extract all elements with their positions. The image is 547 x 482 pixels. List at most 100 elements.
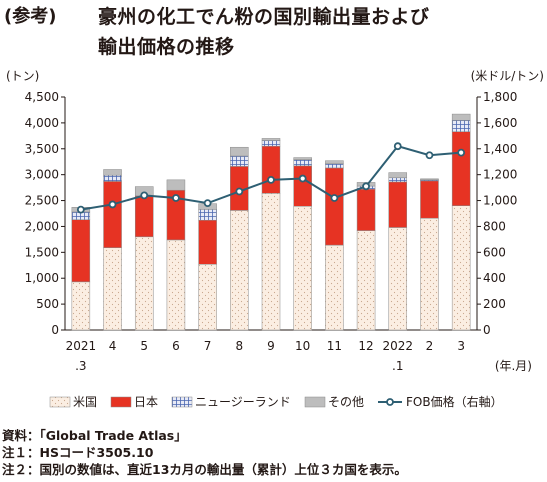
x-tick-label: 4 bbox=[109, 339, 117, 353]
x-tick-label: 2022 bbox=[382, 339, 413, 353]
fob-price-point bbox=[457, 148, 466, 157]
x-tick-label: 10 bbox=[295, 339, 310, 353]
bar-other bbox=[230, 146, 249, 157]
y-tick-label-left: 2,500 bbox=[25, 194, 59, 208]
bar-usa bbox=[420, 217, 439, 331]
notes: 資料：「Global Trade Atlas」 注１：HSコード3505.10 … bbox=[2, 427, 407, 478]
fob-price-point bbox=[362, 182, 370, 191]
y-tick-label-left: 1,000 bbox=[25, 271, 59, 285]
bar-nz bbox=[293, 159, 312, 167]
legend-nz-swatch bbox=[171, 396, 193, 408]
bar-japan bbox=[103, 181, 122, 248]
x-tick-label: 9 bbox=[267, 339, 275, 353]
bar-usa bbox=[134, 236, 154, 331]
y-tick-label-right: 1,600 bbox=[483, 116, 517, 130]
note-2: 注２：国別の数値は、直近13カ月の輸出量（累計）上位３カ国を表示。 bbox=[2, 462, 407, 477]
bar-japan bbox=[388, 181, 408, 228]
fob-price-point bbox=[330, 194, 339, 202]
bar-nz bbox=[451, 120, 471, 132]
x-tick-sublabel: .1 bbox=[392, 359, 403, 373]
bar-other bbox=[388, 172, 408, 179]
bar-other bbox=[103, 169, 122, 176]
y-tick-label-right: 1,000 bbox=[483, 194, 517, 208]
bar-usa bbox=[230, 210, 249, 331]
legend-usa-swatch bbox=[49, 396, 71, 408]
legend-japan-swatch bbox=[110, 396, 132, 408]
x-tick-label: 2021 bbox=[66, 339, 97, 353]
legend-nz-label: ニュージーランド bbox=[195, 395, 291, 409]
y-tick-label-left: 4,500 bbox=[25, 90, 59, 104]
legend-other-label: その他 bbox=[328, 395, 364, 409]
chart-title-line2: 輸出価格の推移 bbox=[98, 36, 235, 58]
bar-usa bbox=[451, 205, 471, 331]
y-tick-label-right: 200 bbox=[483, 297, 506, 311]
bar-japan bbox=[198, 219, 217, 265]
y-tick-label-left: 2,000 bbox=[25, 219, 59, 233]
x-tick-label: 2 bbox=[426, 339, 434, 353]
bar-other bbox=[325, 160, 344, 165]
bar-usa bbox=[103, 247, 122, 331]
y-tick-label-right: 0 bbox=[483, 323, 491, 337]
fob-price-point bbox=[140, 191, 149, 200]
y-tick-label-right: 1,400 bbox=[483, 142, 517, 156]
bar-other bbox=[451, 113, 471, 121]
fob-price-point bbox=[172, 194, 180, 202]
y-tick-label-left: 1,500 bbox=[25, 245, 59, 259]
bar-japan bbox=[356, 188, 376, 231]
y-tick-label-left: 0 bbox=[51, 323, 59, 337]
note-1: 注１：HSコード3505.10 bbox=[2, 445, 154, 460]
bar-usa bbox=[198, 263, 217, 331]
bar-usa bbox=[261, 193, 281, 331]
y-tick-label-right: 1,200 bbox=[483, 168, 517, 182]
legend-usa-label: 米国 bbox=[73, 395, 97, 409]
bar-nz bbox=[388, 177, 408, 183]
bar-japan bbox=[325, 167, 344, 246]
bar-other bbox=[293, 157, 312, 160]
bar-other bbox=[420, 178, 439, 181]
y-axis-title-right: (米ドル/トン) bbox=[471, 69, 544, 83]
source-note: 資料：「Global Trade Atlas」 bbox=[2, 428, 187, 443]
fob-price-point bbox=[235, 187, 244, 196]
y-axis-title-left: (トン) bbox=[6, 69, 39, 83]
x-tick-label: 7 bbox=[204, 339, 212, 353]
fob-price-point bbox=[393, 142, 402, 151]
x-tick-sublabel: .3 bbox=[75, 359, 86, 373]
fob-price-point bbox=[76, 205, 85, 214]
y-tick-label-left: 3,000 bbox=[25, 168, 59, 182]
fob-price-point bbox=[267, 175, 275, 184]
bar-usa bbox=[325, 244, 344, 331]
bar-other bbox=[166, 179, 186, 191]
x-tick-label: 5 bbox=[140, 339, 148, 353]
bar-usa bbox=[356, 230, 376, 331]
fob-price-point bbox=[203, 199, 212, 208]
bar-usa bbox=[293, 206, 312, 331]
bar-usa bbox=[388, 227, 408, 331]
y-tick-label-right: 800 bbox=[483, 219, 506, 233]
fob-price-point bbox=[298, 174, 307, 183]
x-tick-label: 3 bbox=[457, 339, 465, 353]
x-tick-label: 12 bbox=[358, 339, 373, 353]
x-tick-label: 6 bbox=[172, 339, 180, 353]
bar-nz bbox=[103, 174, 122, 182]
y-tick-label-left: 4,000 bbox=[25, 116, 59, 130]
bar-nz bbox=[198, 209, 217, 221]
legend-other-swatch bbox=[304, 396, 326, 408]
bar-japan bbox=[293, 165, 312, 207]
bar-usa bbox=[166, 239, 186, 331]
bar-japan bbox=[420, 180, 439, 219]
bar-japan bbox=[134, 195, 154, 238]
bar-nz bbox=[230, 155, 249, 167]
fob-price-point bbox=[108, 200, 117, 209]
bar-usa bbox=[71, 281, 91, 331]
fob-price-point bbox=[425, 151, 434, 160]
title-prefix: (参考) bbox=[4, 6, 57, 27]
x-tick-label: 8 bbox=[235, 339, 243, 353]
y-tick-label-left: 3,500 bbox=[25, 142, 59, 156]
bar-japan bbox=[451, 131, 471, 206]
chart-title-line1: 豪州の化工でん粉の国別輸出量および bbox=[98, 6, 430, 28]
legend-fob-marker bbox=[386, 398, 394, 406]
y-tick-label-right: 400 bbox=[483, 271, 506, 285]
y-tick-label-left: 500 bbox=[36, 297, 59, 311]
legend-fob-label: FOB価格（右軸） bbox=[406, 394, 503, 409]
bar-nz bbox=[261, 140, 281, 147]
